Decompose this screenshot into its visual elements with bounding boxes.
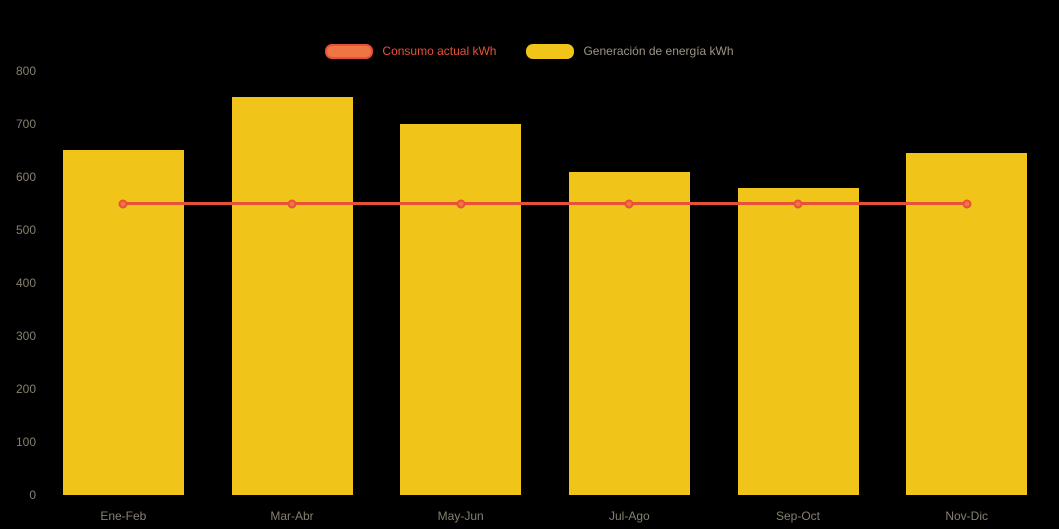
y-axis-tick-label: 700 [15, 117, 36, 131]
generation-bar[interactable] [400, 124, 521, 495]
legend-label-consumo-actual: Consumo actual kWh [382, 44, 497, 58]
y-axis-tick-label: 100 [15, 435, 36, 449]
consumption-point[interactable] [456, 199, 466, 208]
y-axis-tick-label: 200 [15, 382, 36, 396]
generation-bar[interactable] [232, 97, 353, 495]
y-axis-tick-label: 500 [15, 223, 36, 237]
x-axis-tick-label: Jul-Ago [608, 509, 650, 523]
legend-label-generacion-energia: Generación de energía kWh [583, 44, 734, 58]
consumption-point[interactable] [624, 199, 634, 208]
y-axis-tick-label: 800 [15, 64, 36, 78]
x-axis-tick-label: Ene-Feb [100, 509, 147, 523]
legend-item-consumo-actual[interactable]: Consumo actual kWh [325, 44, 496, 59]
x-axis-tick-label: May-Jun [437, 509, 484, 523]
consumption-line [123, 202, 967, 205]
generation-bar[interactable] [906, 153, 1027, 495]
consumption-point[interactable] [118, 199, 128, 208]
legend-swatch-consumo-actual-icon [325, 44, 374, 59]
consumption-point[interactable] [793, 199, 803, 208]
generation-bar[interactable] [738, 188, 859, 495]
y-axis-tick-label: 600 [15, 170, 36, 184]
legend-swatch-generacion-energia-icon [526, 44, 575, 59]
y-axis-tick-label: 0 [29, 488, 36, 502]
chart-legend: Consumo actual kWh Generación de energía… [0, 44, 1059, 59]
x-axis-tick-label: Mar-Abr [270, 509, 314, 523]
generation-bar[interactable] [569, 172, 690, 495]
consumption-point[interactable] [962, 199, 972, 208]
y-axis-tick-label: 300 [15, 329, 36, 343]
consumption-point[interactable] [287, 199, 297, 208]
legend-item-generacion-energia[interactable]: Generación de energía kWh [526, 44, 734, 59]
plot-area [39, 71, 1051, 495]
x-axis-tick-label: Nov-Dic [945, 509, 988, 523]
y-axis-tick-label: 400 [15, 276, 36, 290]
x-axis-tick-label: Sep-Oct [775, 509, 821, 523]
